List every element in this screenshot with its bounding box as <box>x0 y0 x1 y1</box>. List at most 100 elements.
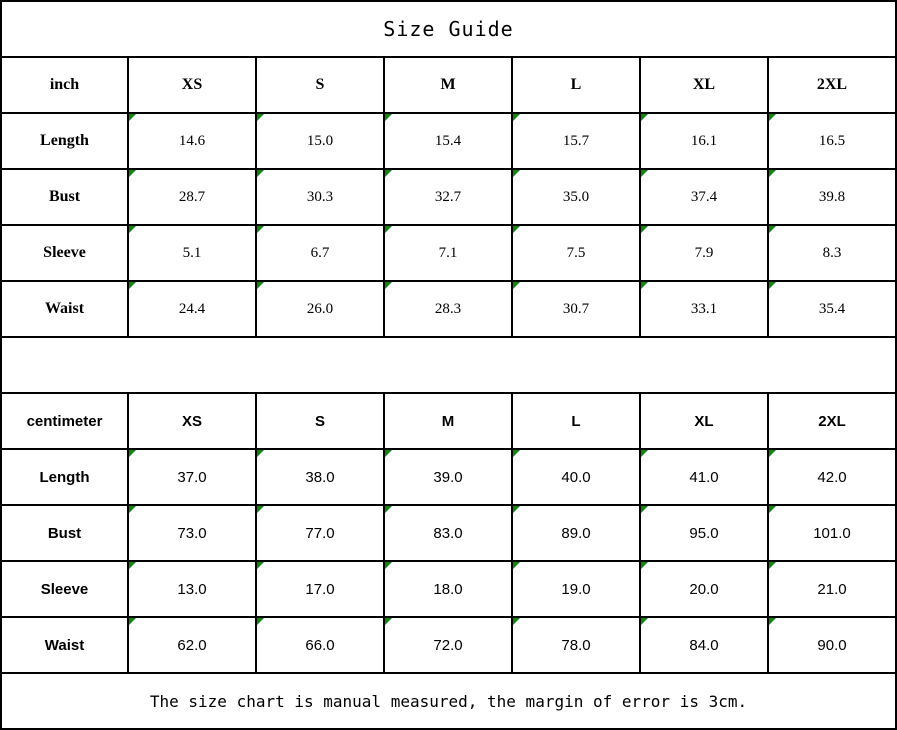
cell-value: 37.0 <box>177 468 207 486</box>
cell-value: 7.9 <box>694 244 714 261</box>
footer-row: The size chart is manual measured, the m… <box>0 672 897 730</box>
size-header-2xl: 2XL <box>767 56 897 114</box>
cell-value: 8.3 <box>822 244 842 261</box>
value-cell: 32.7 <box>383 168 513 226</box>
value-cell: 41.0 <box>639 448 769 506</box>
size-header-m: M <box>383 392 513 450</box>
value-cell: 40.0 <box>511 448 641 506</box>
cell-flag-icon <box>642 451 648 457</box>
cell-value: 38.0 <box>305 468 335 486</box>
cell-value: 21.0 <box>817 580 847 598</box>
cell-flag-icon <box>130 171 136 177</box>
cell-flag-icon <box>642 171 648 177</box>
value-cell: 28.7 <box>127 168 257 226</box>
measure-label-sleeve: Sleeve <box>0 224 129 282</box>
value-cell: 39.8 <box>767 168 897 226</box>
cell-flag-icon <box>130 619 136 625</box>
value-cell: 15.4 <box>383 112 513 170</box>
cell-flag-icon <box>130 507 136 513</box>
cell-value: 90.0 <box>817 636 847 654</box>
cell-value: 72.0 <box>433 636 463 654</box>
size-header-xl: XL <box>639 392 769 450</box>
value-cell: 15.0 <box>255 112 385 170</box>
inch-header-row: inch XS S M L XL 2XL <box>0 56 897 114</box>
value-cell: 30.3 <box>255 168 385 226</box>
size-header-2xl: 2XL <box>767 392 897 450</box>
title-row: Size Guide <box>0 0 897 58</box>
cell-value: 6.7 <box>310 244 330 261</box>
spacer-row <box>0 336 897 394</box>
value-cell: 89.0 <box>511 504 641 562</box>
cell-value: 101.0 <box>813 524 851 542</box>
value-cell: 19.0 <box>511 560 641 618</box>
cell-flag-icon <box>258 563 264 569</box>
table-row: Waist 62.0 66.0 72.0 78.0 84.0 90.0 <box>0 616 897 674</box>
cell-value: 15.7 <box>562 132 590 149</box>
measure-label-length: Length <box>0 448 129 506</box>
value-cell: 21.0 <box>767 560 897 618</box>
cell-flag-icon <box>258 171 264 177</box>
cell-flag-icon <box>258 283 264 289</box>
cell-value: 42.0 <box>817 468 847 486</box>
cell-value: 33.1 <box>690 300 718 317</box>
cell-value: 78.0 <box>561 636 591 654</box>
size-header-s: S <box>255 392 385 450</box>
cell-flag-icon <box>130 227 136 233</box>
cell-flag-icon <box>514 115 520 121</box>
cell-value: 32.7 <box>434 188 462 205</box>
cell-value: 30.7 <box>562 300 590 317</box>
value-cell: 42.0 <box>767 448 897 506</box>
cell-value: 26.0 <box>306 300 334 317</box>
value-cell: 90.0 <box>767 616 897 674</box>
table-row: Waist 24.4 26.0 28.3 30.7 33.1 35.4 <box>0 280 897 338</box>
cell-flag-icon <box>514 227 520 233</box>
cell-value: 24.4 <box>178 300 206 317</box>
value-cell: 16.5 <box>767 112 897 170</box>
cell-value: 35.4 <box>818 300 846 317</box>
cell-value: 37.4 <box>690 188 718 205</box>
cell-flag-icon <box>770 451 776 457</box>
cell-flag-icon <box>770 563 776 569</box>
value-cell: 16.1 <box>639 112 769 170</box>
cell-flag-icon <box>258 115 264 121</box>
value-cell: 13.0 <box>127 560 257 618</box>
cell-value: 17.0 <box>305 580 335 598</box>
value-cell: 73.0 <box>127 504 257 562</box>
size-header-xs: XS <box>127 56 257 114</box>
cell-flag-icon <box>770 115 776 121</box>
cell-value: 77.0 <box>305 524 335 542</box>
value-cell: 24.4 <box>127 280 257 338</box>
value-cell: 77.0 <box>255 504 385 562</box>
value-cell: 83.0 <box>383 504 513 562</box>
cell-value: 15.0 <box>306 132 334 149</box>
cell-value: 35.0 <box>562 188 590 205</box>
value-cell: 26.0 <box>255 280 385 338</box>
value-cell: 6.7 <box>255 224 385 282</box>
cell-value: 95.0 <box>689 524 719 542</box>
cell-flag-icon <box>130 115 136 121</box>
cell-value: 41.0 <box>689 468 719 486</box>
value-cell: 15.7 <box>511 112 641 170</box>
cell-flag-icon <box>770 227 776 233</box>
cell-value: 14.6 <box>178 132 206 149</box>
cell-value: 39.8 <box>818 188 846 205</box>
cell-flag-icon <box>514 451 520 457</box>
cell-flag-icon <box>514 619 520 625</box>
cell-value: 16.1 <box>690 132 718 149</box>
cell-flag-icon <box>642 507 648 513</box>
cell-flag-icon <box>770 619 776 625</box>
cell-flag-icon <box>514 171 520 177</box>
value-cell: 8.3 <box>767 224 897 282</box>
value-cell: 101.0 <box>767 504 897 562</box>
cell-flag-icon <box>514 507 520 513</box>
value-cell: 20.0 <box>639 560 769 618</box>
value-cell: 62.0 <box>127 616 257 674</box>
measure-label-bust: Bust <box>0 168 129 226</box>
cell-value: 15.4 <box>434 132 462 149</box>
cell-flag-icon <box>386 283 392 289</box>
table-row: Bust 73.0 77.0 83.0 89.0 95.0 101.0 <box>0 504 897 562</box>
size-header-s: S <box>255 56 385 114</box>
value-cell: 7.1 <box>383 224 513 282</box>
value-cell: 35.0 <box>511 168 641 226</box>
cell-flag-icon <box>130 451 136 457</box>
